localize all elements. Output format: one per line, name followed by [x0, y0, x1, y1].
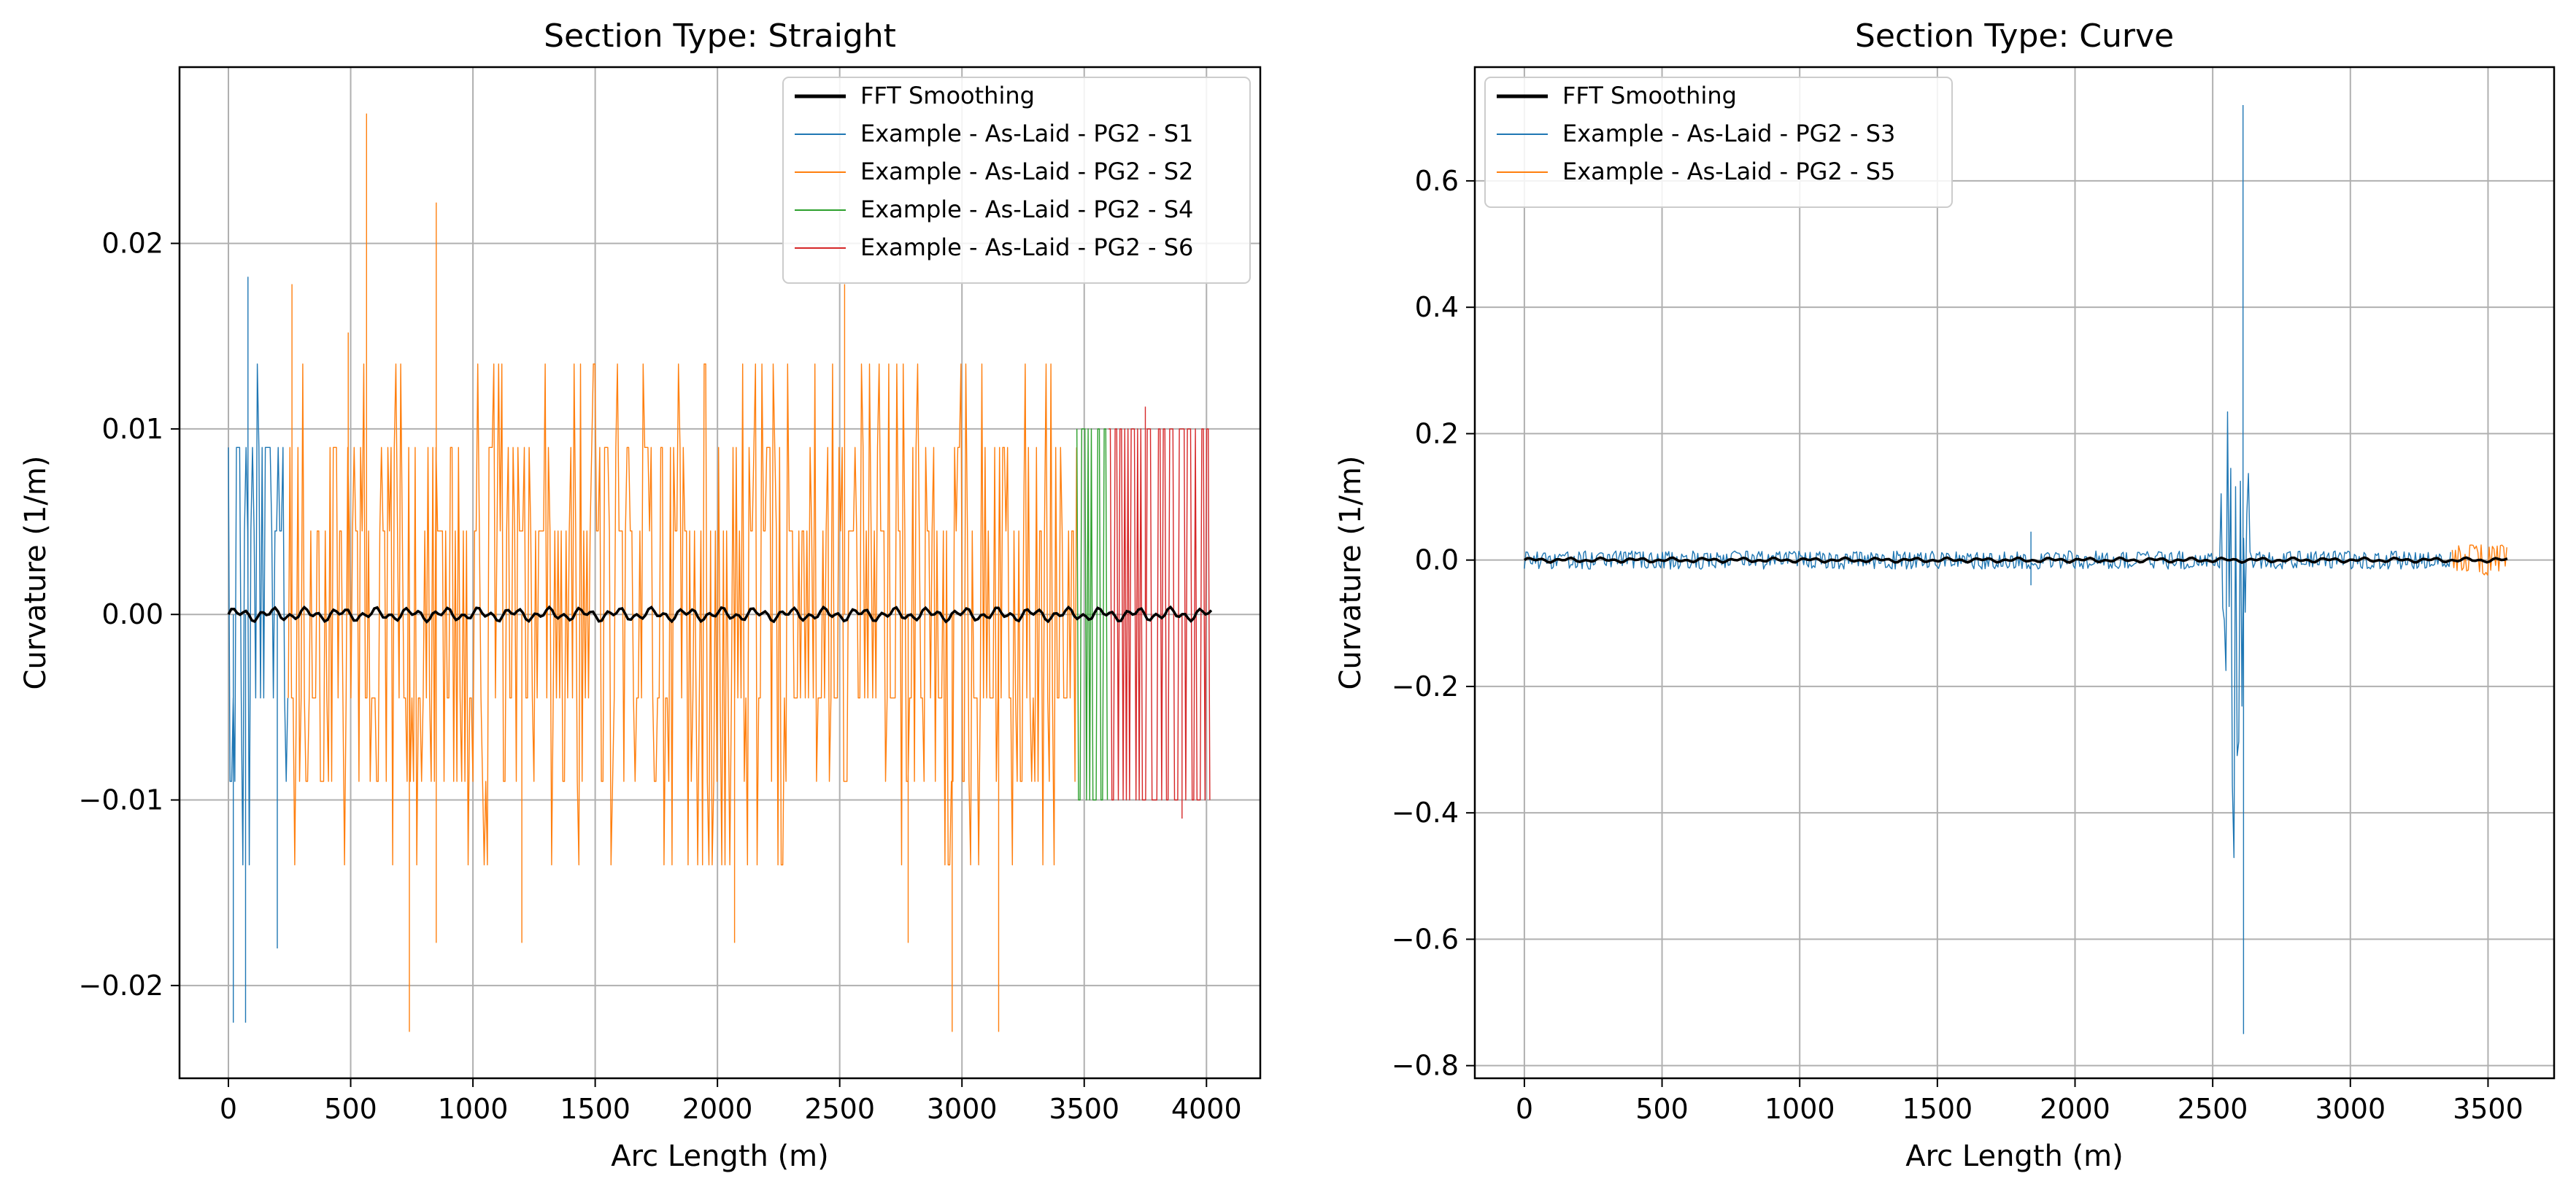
tick-labels: 0 500 1000 1500 2000 2500 3000 3500 4000 −0.02 −0.…	[79, 228, 1242, 1125]
x-tick-label: 3500	[2453, 1093, 2523, 1125]
x-axis-label: Arc Length (m)	[611, 1140, 829, 1173]
x-tick-label: 4000	[1171, 1093, 1242, 1125]
x-tick-label: 500	[324, 1093, 377, 1125]
chart-title: Section Type: Curve	[1855, 18, 2174, 55]
axes-frame	[1473, 66, 2556, 1080]
legend-entry: Example - As-Laid - PG2 - S6	[860, 233, 1193, 261]
series-line-2	[288, 113, 1077, 1032]
series-line-2	[2451, 544, 2507, 576]
plot-area	[1523, 105, 2508, 1034]
legend-entry: Example - As-Laid - PG2 - S2	[860, 158, 1193, 185]
y-tick-label: 0.0	[1415, 544, 1459, 576]
x-tick-label: 2000	[2040, 1093, 2110, 1125]
legend-entry: Example - As-Laid - PG2 - S4	[860, 196, 1193, 223]
x-tick-label: 2500	[2178, 1093, 2248, 1125]
x-tick-label: 3000	[2315, 1093, 2386, 1125]
x-axis-label: Arc Length (m)	[1905, 1140, 2124, 1173]
y-tick-label: −0.8	[1392, 1050, 1459, 1082]
y-tick-label: −0.02	[79, 970, 163, 1002]
legend-entry: Example - As-Laid - PG2 - S3	[1562, 120, 1895, 147]
x-tick-label: 3500	[1049, 1093, 1119, 1125]
legend: FFT Smoothing Example - As-Laid - PG2 - S…	[1484, 77, 1953, 208]
chart-panel-1: 0 500 1000 1500 2000 2500 3000 3500 4000 −0.02 −0.…	[19, 18, 1262, 1173]
legend-entry: FFT Smoothing	[1562, 82, 1737, 109]
chart-panel-2: 0 500 1000 1500 2000 2500 3000 3500 −0.8 −0.6 −0.4…	[1334, 18, 2556, 1173]
series-line-4	[1108, 406, 1211, 819]
x-tick-label: 1000	[1765, 1093, 1835, 1125]
x-tick-label: 3000	[927, 1093, 998, 1125]
x-tick-label: 1500	[1902, 1093, 1973, 1125]
y-tick-label: −0.2	[1392, 670, 1459, 703]
y-axis-label: Curvature (1/m)	[19, 456, 53, 690]
x-tick-label: 2500	[804, 1093, 875, 1125]
x-tick-label: 2000	[682, 1093, 753, 1125]
y-tick-label: 0.02	[101, 228, 163, 260]
legend-entry: FFT Smoothing	[860, 82, 1035, 109]
series-line-3	[1076, 428, 1108, 801]
y-tick-label: 0.00	[101, 598, 163, 630]
x-tick-label: 0	[220, 1093, 237, 1125]
axes-frame	[178, 66, 1262, 1080]
x-tick-label: 1000	[438, 1093, 509, 1125]
y-tick-label: 0.4	[1415, 291, 1459, 323]
legend: FFT Smoothing Example - As-Laid - PG2 - S…	[782, 77, 1251, 284]
x-tick-label: 500	[1635, 1093, 1689, 1125]
y-tick-label: 0.2	[1415, 417, 1459, 449]
tick-labels: 0 500 1000 1500 2000 2500 3000 3500 −0.8 −0.6 −0.4…	[1392, 165, 2523, 1125]
x-tick-label: 1500	[560, 1093, 630, 1125]
legend-box	[1484, 77, 1953, 208]
chart-title: Section Type: Straight	[544, 18, 896, 55]
y-tick-label: −0.4	[1392, 797, 1459, 829]
legend-box	[782, 77, 1251, 284]
y-axis-label: Curvature (1/m)	[1334, 456, 1368, 690]
series-line-1	[228, 276, 289, 1023]
series-line-fft-smoothing	[1523, 556, 2508, 564]
y-tick-label: 0.6	[1415, 165, 1459, 197]
grid-lines	[1475, 67, 2554, 1078]
series-line-fft-smoothing	[227, 605, 1213, 624]
y-tick-label: −0.6	[1392, 923, 1459, 955]
y-tick-label: 0.01	[101, 413, 163, 445]
y-tick-label: −0.01	[79, 784, 163, 816]
plot-area	[227, 113, 1213, 1032]
x-tick-label: 0	[1516, 1093, 1533, 1125]
legend-entry: Example - As-Laid - PG2 - S1	[860, 120, 1193, 147]
series-line-1	[1524, 105, 2451, 1034]
legend-entry: Example - As-Laid - PG2 - S5	[1562, 158, 1895, 185]
